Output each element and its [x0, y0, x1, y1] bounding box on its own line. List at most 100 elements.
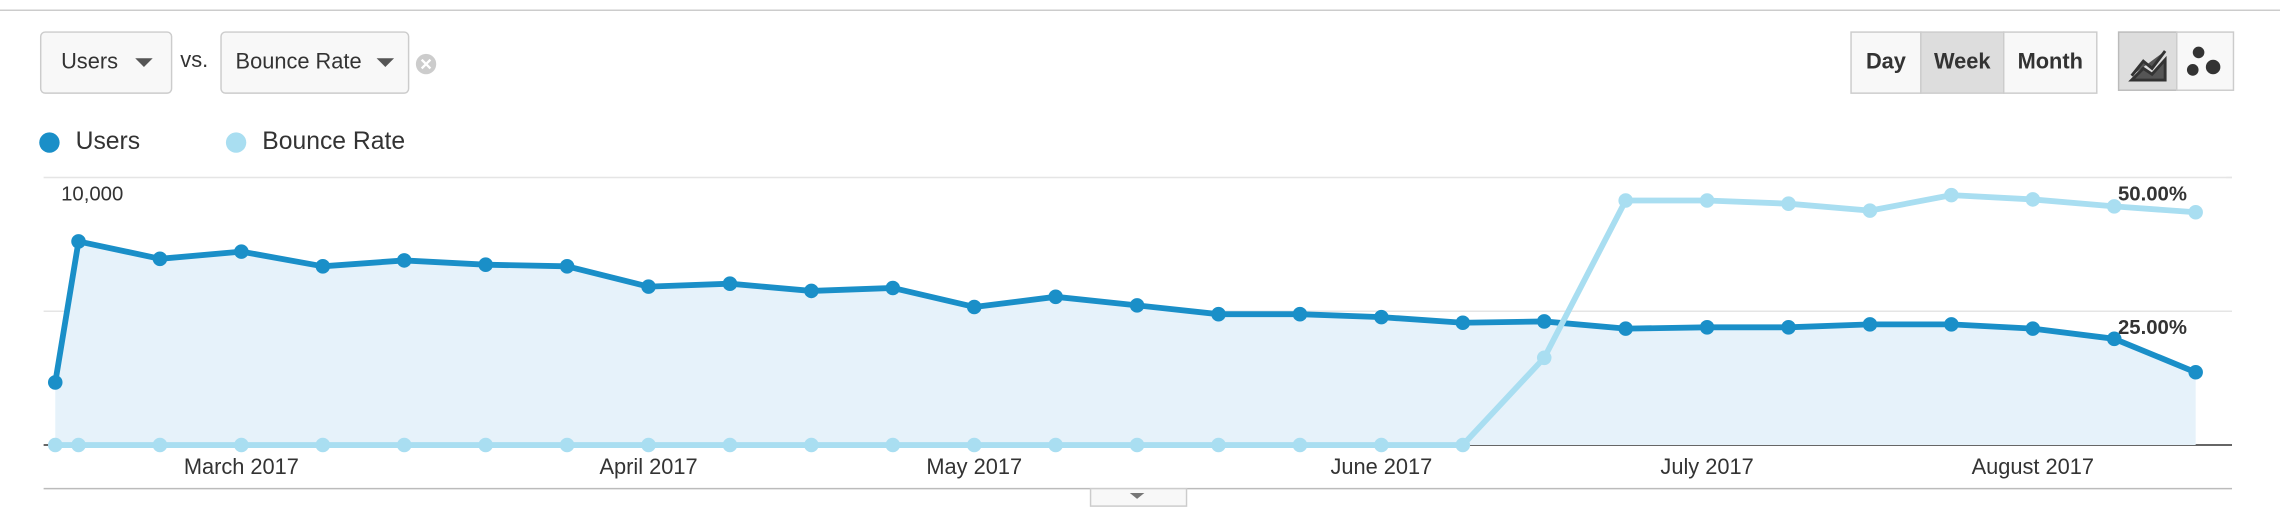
point: [1699, 193, 1715, 208]
period-button[interactable]: [1850, 31, 1922, 94]
point: [1292, 437, 1308, 453]
point: [396, 253, 412, 268]
legend-label: Users: [76, 128, 141, 155]
remove-x: [420, 58, 432, 70]
dropdown-box: [220, 31, 410, 94]
point: [1048, 289, 1063, 305]
point: [1211, 437, 1226, 453]
motion-chart-button[interactable]: [2176, 31, 2235, 91]
point: [641, 279, 656, 294]
point: [1129, 437, 1145, 453]
point: [1781, 320, 1796, 335]
line-chart-icon: [2128, 50, 2167, 82]
point: [1455, 437, 1471, 453]
metric1-dropdown[interactable]: Users: [39, 31, 173, 94]
point: [234, 437, 249, 453]
point: [2188, 204, 2203, 220]
point: [1211, 306, 1226, 322]
point: [1374, 309, 1389, 325]
point: [1374, 437, 1389, 453]
tab-arrow: [1129, 493, 1145, 499]
y-tick-label: 10,000: [61, 183, 123, 205]
period-label: Month: [2018, 48, 2083, 73]
point: [71, 234, 86, 249]
point: [559, 437, 575, 453]
collapse-tab[interactable]: [1089, 487, 1188, 507]
dropdown-arrow: [376, 58, 395, 67]
point: [315, 259, 331, 274]
line: [52, 238, 2197, 383]
period-button[interactable]: [2002, 31, 2098, 94]
dropdown-arrow: [135, 58, 153, 67]
point: [641, 437, 656, 453]
x-tick-label: July 2017: [1660, 454, 1753, 479]
point: [478, 437, 493, 453]
point: [804, 283, 819, 299]
point: [152, 251, 168, 267]
point: [1781, 196, 1796, 211]
point: [885, 437, 901, 453]
y2-tick-label: 50.00%: [2118, 183, 2187, 205]
legend-label: Bounce Rate: [262, 128, 405, 155]
metric2-dropdown[interactable]: Bounce Rate: [220, 31, 410, 94]
x-tick-label: April 2017: [599, 454, 697, 479]
point: [1699, 320, 1715, 335]
period-buttons: Day Week Month: [1850, 31, 2098, 94]
dropdown-box: [39, 31, 173, 94]
period-button[interactable]: [1920, 31, 2005, 94]
y2-tick-label: 25.00%: [2118, 317, 2187, 339]
icon-dot: [2186, 64, 2199, 76]
period-label: Day: [1866, 48, 1906, 73]
point: [152, 437, 168, 453]
point: [722, 276, 738, 291]
point: [966, 437, 982, 453]
vs-label: vs.: [180, 47, 208, 72]
point: [1944, 187, 1959, 203]
period-label: Week: [1934, 48, 1991, 73]
point: [804, 437, 819, 453]
remove-metric[interactable]: [415, 53, 437, 75]
icon-dot: [2205, 59, 2221, 75]
point: [1862, 203, 1878, 218]
point: [396, 437, 412, 453]
point: [966, 299, 982, 315]
dropdown-label: Users: [61, 48, 118, 73]
point: [1944, 317, 1959, 332]
x-tick-label: March 2017: [184, 454, 299, 479]
x-tick-label: August 2017: [1972, 454, 2094, 479]
point: [559, 259, 575, 274]
point: [1618, 321, 1633, 336]
point: [478, 257, 493, 272]
x-tick-label: June 2017: [1330, 454, 1432, 479]
dropdown-label: Bounce Rate: [236, 48, 362, 73]
line: [55, 192, 2196, 448]
point: [2106, 199, 2122, 214]
point: [1048, 437, 1063, 453]
icon-dot: [2192, 46, 2205, 59]
point: [2188, 364, 2203, 380]
point: [1536, 314, 1552, 329]
legend-marker: [225, 132, 247, 153]
x-tick-label: May 2017: [926, 454, 1022, 479]
point: [722, 437, 738, 453]
point: [2106, 331, 2122, 347]
point: [885, 280, 901, 296]
point: [47, 437, 63, 453]
point: [234, 244, 249, 259]
point: [71, 437, 86, 453]
point: [315, 437, 331, 453]
area: [55, 241, 2196, 446]
point: [1129, 298, 1145, 313]
line-chart-button[interactable]: [2117, 31, 2178, 91]
point: [2025, 192, 2041, 207]
chart-type-buttons: [2117, 31, 2235, 91]
point: [1536, 350, 1552, 366]
point: [1862, 317, 1878, 332]
point: [47, 375, 63, 390]
legend-marker: [39, 132, 60, 153]
point: [2025, 321, 2041, 336]
point: [1618, 193, 1633, 208]
point: [1455, 315, 1471, 331]
